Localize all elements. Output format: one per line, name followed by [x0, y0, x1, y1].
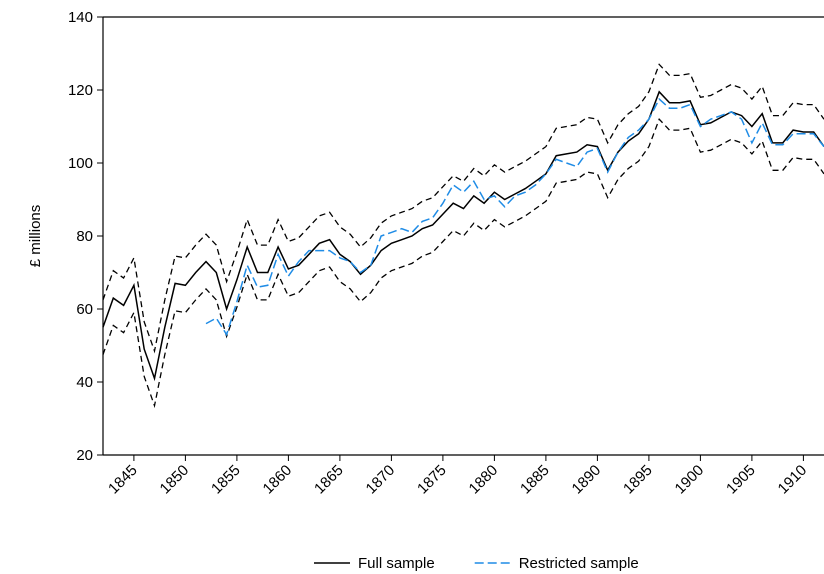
series-line — [102, 90, 824, 382]
y-axis-label: £ millions — [27, 205, 44, 268]
confidence-band — [102, 63, 824, 354]
x-tick-label: 1905 — [723, 462, 759, 498]
x-tick-label: 1850 — [157, 462, 193, 498]
x-tick-label: 1860 — [260, 462, 296, 498]
y-tick-label: 120 — [68, 82, 93, 99]
x-tick-label: 1865 — [311, 462, 347, 498]
x-tick-label: 1845 — [105, 462, 141, 498]
y-tick-label: 80 — [76, 228, 93, 245]
series-line — [205, 97, 824, 337]
x-tick-label: 1880 — [466, 462, 502, 498]
y-tick-label: 60 — [76, 301, 93, 318]
x-tick-label: 1900 — [672, 462, 708, 498]
confidence-band — [102, 117, 824, 409]
legend-label: Restricted sample — [519, 555, 639, 572]
x-tick-label: 1890 — [569, 462, 605, 498]
x-tick-label: 1910 — [775, 462, 811, 498]
x-tick-label: 1875 — [414, 462, 450, 498]
y-tick-label: 40 — [76, 374, 93, 391]
legend-label: Full sample — [358, 555, 435, 572]
y-tick-label: 140 — [68, 9, 93, 26]
x-tick-label: 1870 — [363, 462, 399, 498]
x-tick-label: 1855 — [208, 462, 244, 498]
x-tick-label: 1885 — [517, 462, 553, 498]
y-tick-label: 20 — [76, 447, 93, 464]
x-tick-label: 1895 — [620, 462, 656, 498]
y-tick-label: 100 — [68, 155, 93, 172]
